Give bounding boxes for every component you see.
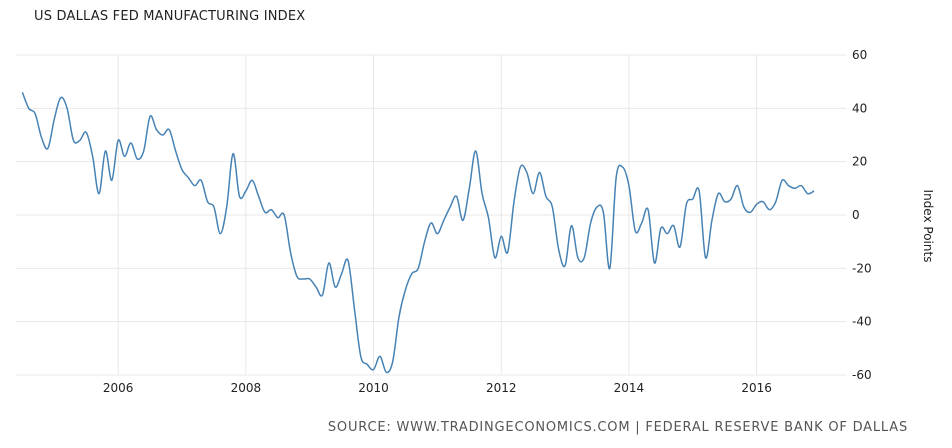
- y-axis-label: Index Points: [921, 190, 935, 263]
- source-attribution: SOURCE: WWW.TRADINGECONOMICS.COM | FEDER…: [327, 420, 908, 435]
- y-tick-label: 60: [852, 48, 867, 62]
- chart-title: US DALLAS FED MANUFACTURING INDEX: [34, 9, 306, 24]
- x-tick-label: 2010: [358, 381, 389, 395]
- x-tick-label: 2012: [486, 381, 517, 395]
- x-tick-label: 2014: [614, 381, 645, 395]
- y-axis-ticks: 60 40 20 0 -20 -40 -60: [852, 48, 872, 382]
- y-tick-label: -20: [852, 261, 872, 275]
- x-tick-label: 2016: [741, 381, 772, 395]
- y-tick-label: -60: [852, 368, 872, 382]
- y-tick-label: 0: [852, 208, 860, 222]
- x-tick-label: 2008: [231, 381, 262, 395]
- y-tick-label: 40: [852, 101, 867, 115]
- series-layer: [21, 92, 815, 374]
- y-tick-label: -40: [852, 315, 872, 329]
- y-tick-label: 20: [852, 155, 867, 169]
- x-axis-ticks: 2006 2008 2010 2012 2014 2016: [103, 381, 772, 395]
- x-tick-label: 2006: [103, 381, 134, 395]
- grid: [16, 54, 846, 376]
- series-line: [21, 92, 815, 374]
